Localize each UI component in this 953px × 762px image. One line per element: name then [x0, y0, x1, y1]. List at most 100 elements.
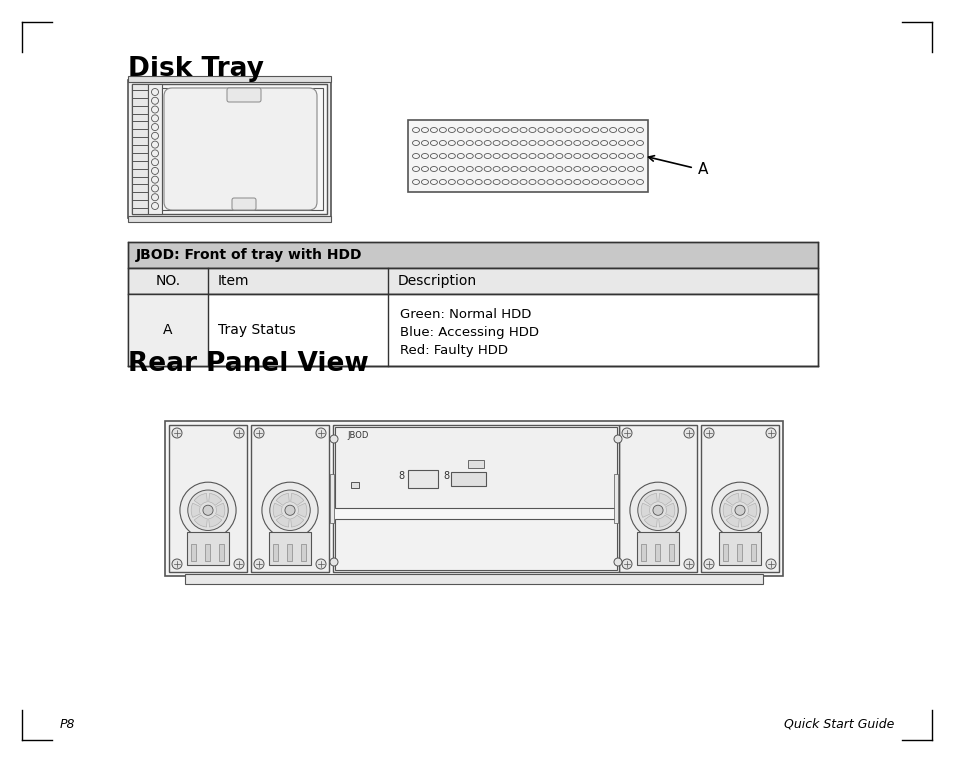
- Ellipse shape: [421, 167, 428, 171]
- Ellipse shape: [556, 153, 562, 158]
- Ellipse shape: [448, 127, 455, 133]
- Ellipse shape: [618, 127, 625, 133]
- Ellipse shape: [421, 140, 428, 146]
- Circle shape: [703, 428, 713, 438]
- Ellipse shape: [439, 180, 446, 184]
- Wedge shape: [194, 515, 207, 527]
- Circle shape: [152, 185, 158, 192]
- Wedge shape: [191, 503, 200, 517]
- Bar: [408, 120, 647, 192]
- Bar: [251, 425, 329, 572]
- Ellipse shape: [556, 167, 562, 171]
- Ellipse shape: [582, 127, 589, 133]
- Wedge shape: [276, 494, 289, 505]
- Ellipse shape: [430, 180, 437, 184]
- Ellipse shape: [519, 180, 526, 184]
- Circle shape: [652, 505, 662, 515]
- Ellipse shape: [537, 180, 544, 184]
- Circle shape: [152, 194, 158, 200]
- Bar: [669, 545, 674, 561]
- Circle shape: [233, 428, 244, 438]
- Ellipse shape: [475, 180, 481, 184]
- Ellipse shape: [636, 180, 643, 184]
- Bar: [335, 427, 617, 507]
- Bar: [721, 545, 727, 561]
- Ellipse shape: [511, 153, 517, 158]
- Ellipse shape: [484, 167, 491, 171]
- Ellipse shape: [439, 167, 446, 171]
- Ellipse shape: [573, 140, 580, 146]
- Bar: [132, 84, 148, 214]
- Bar: [614, 474, 618, 523]
- Circle shape: [683, 559, 693, 569]
- Circle shape: [180, 482, 235, 538]
- Ellipse shape: [466, 153, 473, 158]
- Ellipse shape: [546, 127, 554, 133]
- Circle shape: [152, 123, 158, 130]
- Ellipse shape: [448, 153, 455, 158]
- Circle shape: [614, 558, 621, 566]
- Ellipse shape: [412, 180, 419, 184]
- Circle shape: [152, 106, 158, 113]
- Ellipse shape: [493, 153, 499, 158]
- Ellipse shape: [456, 140, 464, 146]
- Ellipse shape: [493, 180, 499, 184]
- Ellipse shape: [591, 153, 598, 158]
- Ellipse shape: [582, 167, 589, 171]
- Bar: [333, 425, 618, 572]
- Ellipse shape: [564, 140, 571, 146]
- Ellipse shape: [573, 180, 580, 184]
- Ellipse shape: [493, 167, 499, 171]
- Circle shape: [315, 428, 326, 438]
- FancyBboxPatch shape: [164, 88, 316, 210]
- Circle shape: [765, 428, 775, 438]
- Ellipse shape: [475, 153, 481, 158]
- Ellipse shape: [493, 127, 499, 133]
- Ellipse shape: [511, 127, 517, 133]
- Wedge shape: [740, 515, 753, 527]
- Wedge shape: [640, 503, 650, 517]
- Ellipse shape: [618, 167, 625, 171]
- Ellipse shape: [636, 127, 643, 133]
- Bar: [451, 472, 485, 486]
- Ellipse shape: [591, 127, 598, 133]
- Wedge shape: [215, 503, 225, 517]
- Ellipse shape: [430, 167, 437, 171]
- Circle shape: [203, 505, 213, 515]
- Bar: [273, 545, 277, 561]
- Circle shape: [683, 428, 693, 438]
- Circle shape: [233, 559, 244, 569]
- Ellipse shape: [421, 127, 428, 133]
- Wedge shape: [665, 503, 674, 517]
- Bar: [165, 421, 782, 576]
- Ellipse shape: [591, 167, 598, 171]
- Bar: [655, 545, 659, 561]
- Circle shape: [172, 428, 182, 438]
- Ellipse shape: [448, 140, 455, 146]
- Wedge shape: [194, 494, 207, 505]
- Bar: [219, 545, 224, 561]
- Circle shape: [621, 428, 631, 438]
- Bar: [128, 294, 817, 366]
- Wedge shape: [643, 494, 657, 505]
- Ellipse shape: [511, 167, 517, 171]
- Ellipse shape: [475, 140, 481, 146]
- Text: JBOD: Front of tray with HDD: JBOD: Front of tray with HDD: [136, 248, 362, 262]
- FancyBboxPatch shape: [227, 88, 261, 102]
- Bar: [737, 545, 741, 561]
- Ellipse shape: [600, 127, 607, 133]
- Bar: [700, 425, 779, 572]
- Wedge shape: [740, 494, 753, 505]
- Ellipse shape: [573, 153, 580, 158]
- Ellipse shape: [519, 127, 526, 133]
- Text: A: A: [698, 162, 708, 178]
- Bar: [618, 425, 697, 572]
- Ellipse shape: [484, 153, 491, 158]
- Ellipse shape: [591, 180, 598, 184]
- Text: Disk Tray: Disk Tray: [128, 56, 264, 82]
- Ellipse shape: [556, 127, 562, 133]
- Text: 8: 8: [397, 471, 404, 481]
- Ellipse shape: [456, 153, 464, 158]
- Ellipse shape: [519, 167, 526, 171]
- Text: Blue: Accessing HDD: Blue: Accessing HDD: [399, 326, 538, 339]
